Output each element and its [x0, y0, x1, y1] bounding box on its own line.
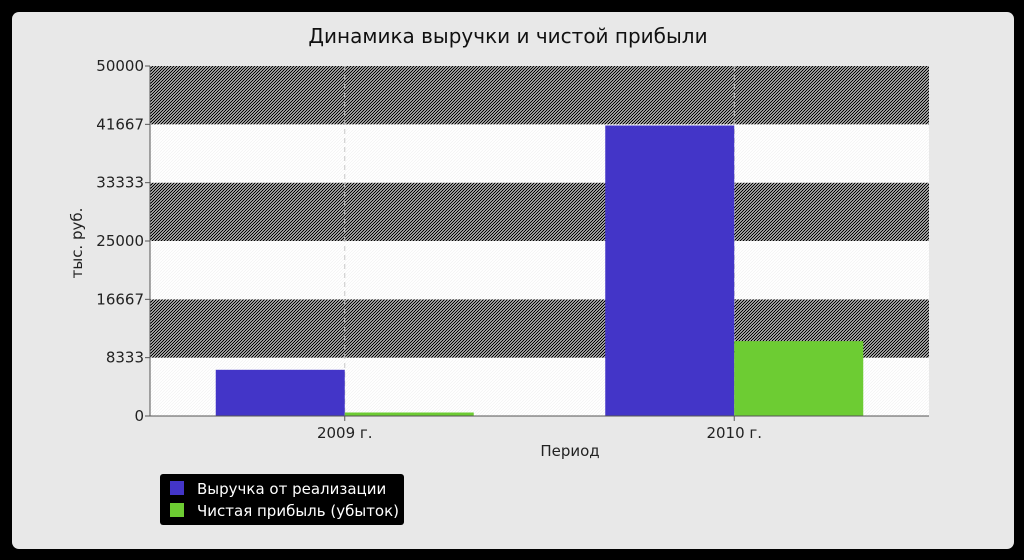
y-tick-label: 8333: [106, 349, 144, 367]
chart-title: Динамика выручки и чистой прибыли: [308, 24, 707, 48]
x-ticks: 2009 г. 2010 г.: [317, 416, 762, 442]
y-tick-label: 25000: [96, 232, 144, 250]
x-axis-label: Период: [540, 442, 599, 460]
plot-band: [150, 124, 929, 183]
y-tick-label: 33333: [96, 174, 144, 192]
legend-label-net-profit: Чистая прибыль (убыток): [197, 502, 399, 520]
plot-band: [150, 182, 929, 241]
bar-revenue: [605, 125, 735, 416]
bar-net-profit: [344, 412, 474, 416]
y-axis-label: тыс. руб.: [68, 208, 86, 279]
y-tick-label: 50000: [96, 57, 144, 75]
bar-revenue: [215, 369, 345, 416]
legend: Выручка от реализации Чистая прибыль (уб…: [160, 474, 404, 525]
legend-label-revenue: Выручка от реализации: [197, 480, 386, 498]
plot-band: [150, 66, 929, 125]
legend-swatch-revenue: [170, 481, 184, 495]
y-tick-label: 0: [134, 407, 144, 425]
y-tick-label: 16667: [96, 290, 144, 308]
bars: [215, 125, 864, 416]
y-tick-label: 41667: [96, 115, 144, 133]
legend-swatch-net-profit: [170, 503, 184, 517]
y-ticks: 0 8333 16667 25000 33333 41667 50000: [96, 57, 150, 425]
plot-band: [150, 241, 929, 300]
x-tick-label: 2009 г.: [317, 424, 373, 442]
bar-net-profit: [734, 341, 864, 416]
legend-box: [160, 474, 404, 525]
x-tick-label: 2010 г.: [706, 424, 762, 442]
